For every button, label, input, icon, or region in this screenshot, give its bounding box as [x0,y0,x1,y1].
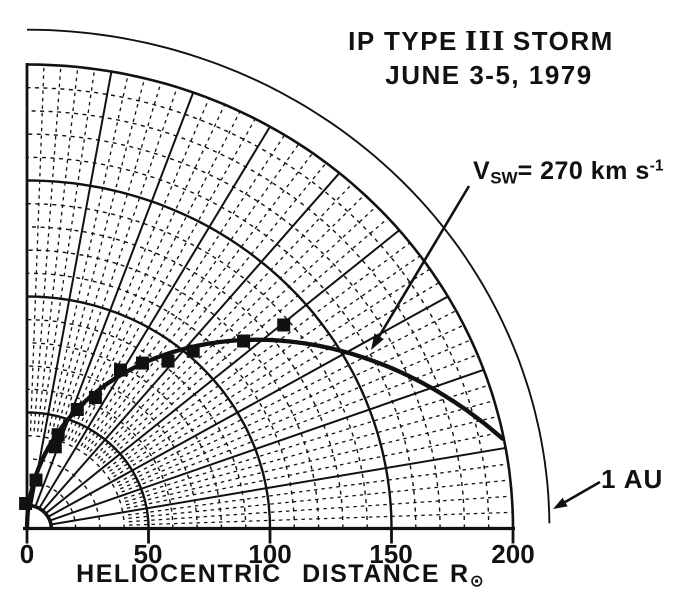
tick-label-150: 150 [369,539,413,569]
grid-dashed-radials [29,64,513,526]
one-au-label: 1 AU [601,464,664,494]
title-prefix: IP TYPE [348,26,458,56]
data-point-square [161,354,175,368]
data-point-square [237,334,251,348]
x-axis-label: HELIOCENTRIC DISTANCE R⊙ [40,560,520,591]
tick-label-100: 100 [248,539,292,569]
figure-subtitle: JUNE 3-5, 1979 [385,60,593,90]
axis-ticks [25,528,515,544]
inner-arc [27,503,54,529]
figure-title: IP TYPE III STORM [281,26,681,57]
one-au-arrow [553,480,601,509]
solar-radius-subscript: ⊙ [469,571,484,591]
vsw-var-subscript: SW [490,168,518,188]
title-roman-numeral: III [464,27,506,57]
data-point-square [19,497,33,510]
tick-label-0: 0 [19,539,35,569]
vsw-arrow [371,185,471,350]
data-points [19,318,291,510]
data-point-square [136,356,149,370]
vsw-value: = 270 km s [517,157,650,185]
vsw-var: V [473,157,491,185]
grid-dashed-arcs [26,87,490,529]
grid-solid-radials [30,71,506,526]
data-point-square [114,363,127,377]
tick-label-200: 200 [491,539,535,569]
spiral-curve [24,337,505,531]
data-point-square [29,473,43,487]
tick-label-50: 50 [133,539,163,569]
vsw-exponent: -1 [649,157,664,175]
data-point-square [48,440,62,454]
one-au-arc [26,28,551,524]
data-point-square [51,428,65,442]
x-axis-label-text: HELIOCENTRIC DISTANCE [76,560,441,588]
solar-wind-speed-label: VSW= 270 km s-1 [473,157,664,188]
grid-solid-arcs [26,63,515,529]
title-suffix: STORM [512,26,614,56]
data-point-square [88,391,102,404]
data-point-square [70,403,84,416]
data-point-square [277,318,291,332]
vsw-arrow-head [371,333,384,350]
data-point-square [186,344,200,358]
one-au-arrow-head [553,497,568,509]
solar-radius-symbol: R [450,560,470,588]
